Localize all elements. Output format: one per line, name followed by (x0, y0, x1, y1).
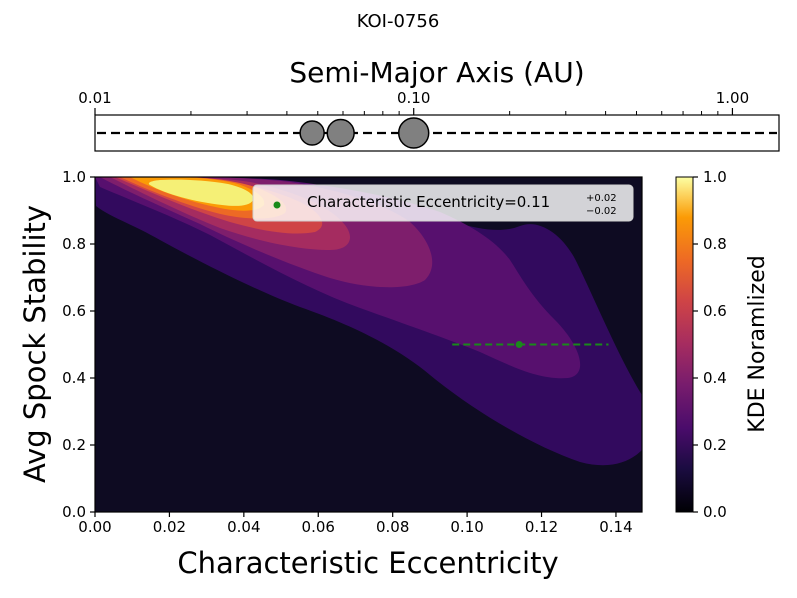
orbit-axis-label: Semi-Major Axis (AU) (289, 56, 584, 89)
kde-level-8 (148, 179, 254, 206)
orbit-frame (94, 114, 780, 152)
planet-marker (299, 120, 325, 146)
kde-y-tick-label: 0.2 (62, 436, 86, 454)
planet-marker (326, 118, 355, 148)
kde-y-tick-label: 1.0 (62, 168, 86, 186)
legend-text: Characteristic Eccentricity=0.11 (307, 193, 550, 211)
colorbar-ticks: 0.0 0.2 0.4 0.6 0.8 1.0 (693, 168, 727, 521)
measurement-point (452, 341, 609, 348)
colorbar-tick-label: 0.4 (703, 369, 727, 387)
kde-y-axis-label: Avg Spock Stability (18, 205, 52, 483)
figure-title: KOI-0756 (357, 11, 440, 32)
kde-x-tick-label: 0.02 (153, 518, 186, 536)
colorbar: 0.0 0.2 0.4 0.6 0.8 1.0 KDE Noramlized (675, 168, 770, 521)
kde-frame (94, 176, 643, 513)
kde-y-tick-label: 0.6 (62, 302, 86, 320)
colorbar-tick-label: 0.2 (703, 436, 727, 454)
kde-level-1 (95, 177, 642, 466)
colorbar-tick-label: 0.8 (703, 235, 727, 253)
colorbar-tick-label: 0.6 (703, 302, 727, 320)
kde-x-tick-label: 0.00 (78, 518, 111, 536)
kde-x-tick-label: 0.12 (525, 518, 558, 536)
legend: Characteristic Eccentricity=0.11 +0.02 −… (252, 184, 634, 222)
kde-x-tick-label: 0.06 (302, 518, 335, 536)
orbit-planets (299, 117, 430, 149)
colorbar-label: KDE Noramlized (745, 255, 770, 432)
orbit-panel: Semi-Major Axis (AU) 0.01 0.10 1.00 (78, 56, 780, 152)
kde-y-ticks: 0.0 0.2 0.4 0.6 0.8 1.0 (62, 168, 95, 521)
colorbar-tick-label: 0.0 (703, 503, 727, 521)
orbit-ticks: 0.01 0.10 1.00 (78, 89, 749, 115)
colorbar-tick-label: 1.0 (703, 168, 727, 186)
kde-x-ticks: 0.00 0.02 0.04 0.06 0.08 0.10 0.12 0.14 (78, 512, 633, 536)
kde-y-tick-label: 0.8 (62, 235, 86, 253)
orbit-tick-label: 0.10 (397, 89, 430, 107)
legend-marker (273, 201, 281, 209)
kde-x-axis-label: Characteristic Eccentricity (177, 546, 558, 580)
kde-panel: Characteristic Eccentricity=0.11 +0.02 −… (18, 168, 643, 580)
legend-sup: +0.02 (586, 193, 617, 204)
kde-x-tick-label: 0.14 (599, 518, 632, 536)
orbit-tick-label: 1.00 (716, 89, 749, 107)
legend-box (252, 184, 634, 222)
kde-contours (95, 177, 642, 466)
colorbar-gradient (675, 176, 694, 513)
kde-x-tick-label: 0.08 (376, 518, 409, 536)
data-point (515, 341, 523, 348)
kde-x-tick-label: 0.10 (450, 518, 483, 536)
kde-y-tick-label: 0.0 (62, 503, 86, 521)
orbit-tick-label: 0.01 (78, 89, 111, 107)
kde-x-tick-label: 0.04 (227, 518, 260, 536)
kde-y-tick-label: 0.4 (62, 369, 86, 387)
planet-marker (397, 117, 430, 149)
legend-sub: −0.02 (586, 206, 617, 217)
